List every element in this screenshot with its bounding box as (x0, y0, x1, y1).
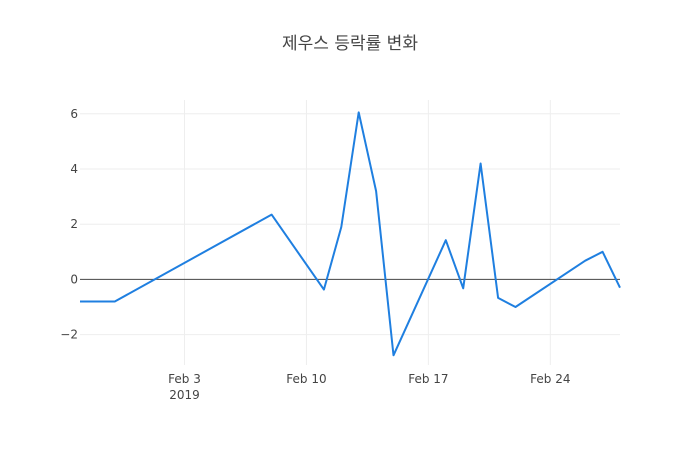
y-tick-label: −2 (60, 328, 78, 342)
data-point[interactable] (391, 352, 397, 358)
x-tick-label: Feb 24 (530, 372, 570, 386)
data-point[interactable] (600, 249, 606, 255)
data-point[interactable] (356, 109, 362, 115)
data-point[interactable] (373, 188, 379, 194)
data-point[interactable] (269, 212, 275, 218)
series-lines (77, 109, 623, 358)
x-tick-label: Feb 10 (286, 372, 326, 386)
y-tick-label: 4 (70, 162, 78, 176)
y-tick-label: 6 (70, 107, 78, 121)
x-tick-sublabel: 2019 (169, 388, 200, 402)
data-point[interactable] (77, 299, 83, 305)
x-tick-label: Feb 17 (408, 372, 448, 386)
x-axis-ticks: Feb 3 2019 Feb 10 Feb 17 Feb 24 (168, 372, 570, 402)
data-point[interactable] (582, 258, 588, 264)
data-point[interactable] (338, 224, 344, 230)
series-line (80, 111, 621, 357)
chart-title: 제우스 등락률 변화 (282, 34, 418, 54)
data-point[interactable] (495, 295, 501, 301)
y-axis-ticks: −2 0 2 4 6 (60, 107, 78, 342)
grid (80, 100, 620, 365)
data-point[interactable] (617, 285, 623, 291)
data-point[interactable] (478, 161, 484, 167)
y-tick-label: 0 (70, 272, 78, 286)
data-point[interactable] (112, 299, 118, 305)
data-point[interactable] (460, 285, 466, 291)
data-point[interactable] (321, 287, 327, 293)
data-point[interactable] (513, 304, 519, 310)
x-tick-label: Feb 3 (168, 372, 201, 386)
data-point[interactable] (443, 237, 449, 243)
y-tick-label: 2 (70, 217, 78, 231)
